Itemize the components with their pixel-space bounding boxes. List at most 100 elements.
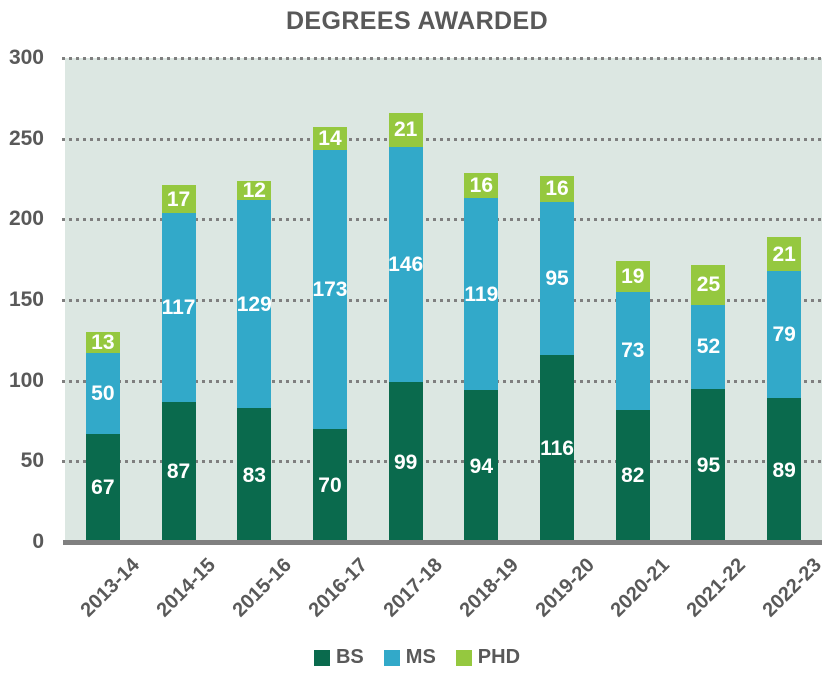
stacked-bar-2013-14: 67 50 13 <box>85 331 120 542</box>
gridline-300 <box>62 57 822 60</box>
segment-phd-2014-15: 17 <box>161 185 196 213</box>
x-tick-label-2021-22: 2021-22 <box>682 554 751 622</box>
x-tick-label-2020-21: 2020-21 <box>606 554 675 622</box>
legend-swatch-phd <box>455 649 472 666</box>
segment-bs-2021-22: 95 <box>691 388 726 542</box>
bar-slot-2017-18: 99 146 21 2017-18 <box>368 58 447 621</box>
x-tick-label-2017-18: 2017-18 <box>379 554 448 622</box>
x-axis-line <box>63 540 822 545</box>
y-tick-label-300: 300 <box>8 46 44 69</box>
stacked-bar-2022-23: 89 79 21 <box>767 237 802 542</box>
bar-slot-2019-20: 116 95 16 2019-20 <box>519 58 599 621</box>
bar-slot-2020-21: 82 73 19 2020-21 <box>595 58 674 621</box>
segment-bs-2014-15: 87 <box>161 401 196 542</box>
bar-slot-2015-16: 83 129 12 2015-16 <box>216 58 295 622</box>
x-tick-label-2013-14: 2013-14 <box>76 554 145 622</box>
segment-value-label: 19 <box>621 265 645 289</box>
segment-phd-2017-18: 21 <box>388 112 423 147</box>
x-tick-label-2016-17: 2016-17 <box>304 554 372 622</box>
segment-value-label: 12 <box>242 178 266 202</box>
legend-item-ms: MS <box>383 646 436 669</box>
segment-value-label: 79 <box>772 323 796 347</box>
legend-label-ms: MS <box>405 646 436 668</box>
segment-value-label: 117 <box>161 295 196 319</box>
x-tick-label-2019-20: 2019-20 <box>531 554 599 622</box>
segment-value-label: 21 <box>772 242 796 266</box>
segment-phd-2020-21: 19 <box>615 261 650 292</box>
segment-value-label: 87 <box>166 460 191 484</box>
segment-bs-2013-14: 67 <box>85 433 120 542</box>
segment-value-label: 129 <box>236 292 272 316</box>
segment-value-label: 99 <box>393 450 418 474</box>
stacked-bar-2015-16: 83 129 12 <box>236 178 272 542</box>
segment-phd-2013-14: 13 <box>85 331 120 355</box>
segment-value-label: 82 <box>621 464 645 488</box>
segment-value-label: 17 <box>166 187 191 211</box>
segment-value-label: 73 <box>621 339 645 363</box>
segment-value-label: 83 <box>242 463 266 487</box>
legend-swatch-bs <box>313 649 330 666</box>
segment-ms-2013-14: 50 <box>85 353 120 434</box>
segment-value-label: 95 <box>545 266 569 290</box>
stacked-bar-2014-15: 87 117 17 <box>161 185 196 542</box>
stacked-bar-2019-20: 116 95 16 <box>540 175 575 542</box>
x-tick-label-2015-16: 2015-16 <box>228 554 296 622</box>
segment-ms-2020-21: 73 <box>615 291 650 410</box>
segment-phd-2015-16: 12 <box>237 178 272 202</box>
segment-value-label: 50 <box>91 382 115 406</box>
legend-label-phd: PHD <box>477 646 521 668</box>
segment-ms-2015-16: 129 <box>236 199 272 409</box>
segment-bs-2022-23: 89 <box>767 398 802 542</box>
y-tick-label-50: 50 <box>20 449 44 473</box>
segment-value-label: 95 <box>696 453 721 477</box>
segment-phd-2016-17: 14 <box>312 127 347 151</box>
segment-value-label: 52 <box>696 335 721 359</box>
segment-phd-2018-19: 16 <box>464 172 499 199</box>
segment-phd-2019-20: 16 <box>540 175 575 202</box>
bar-slot-2021-22: 95 52 25 2021-22 <box>671 58 750 621</box>
segment-ms-2022-23: 79 <box>767 270 802 399</box>
x-tick-label-2022-23: 2022-23 <box>758 554 826 622</box>
y-tick-label-100: 100 <box>8 368 44 392</box>
legend-item-bs: BS <box>313 646 364 669</box>
bar-slot-2013-14: 67 50 13 2013-14 <box>65 58 144 621</box>
segment-ms-2016-17: 173 <box>312 149 347 430</box>
y-tick-label-0: 0 <box>32 530 44 553</box>
stacked-bar-2018-19: 94 119 16 <box>464 172 499 542</box>
plot-area: 67 50 13 2013-14 87 117 17 2014-15 83 129 12 2015-1… <box>62 57 826 622</box>
segment-value-label: 89 <box>772 458 796 482</box>
segment-phd-2021-22: 25 <box>691 264 726 305</box>
segment-value-label: 70 <box>318 474 342 498</box>
segment-value-label: 21 <box>393 118 418 142</box>
bar-slot-2022-23: 89 79 21 2022-23 <box>746 58 826 621</box>
stacked-bar-2020-21: 82 73 19 <box>615 261 650 542</box>
bar-slots: 67 50 13 2013-14 87 117 17 2014-15 83 129 12 2015-1… <box>65 58 826 622</box>
legend-item-phd: PHD <box>455 646 521 669</box>
bar-slot-2016-17: 70 173 14 2016-17 <box>292 58 372 621</box>
segment-bs-2020-21: 82 <box>615 409 650 542</box>
segment-ms-2014-15: 117 <box>161 212 196 402</box>
segment-value-label: 13 <box>91 331 115 355</box>
segment-ms-2021-22: 52 <box>691 304 726 389</box>
stacked-bar-2017-18: 99 146 21 <box>388 112 423 542</box>
segment-bs-2015-16: 83 <box>237 408 272 542</box>
segment-bs-2017-18: 99 <box>388 382 423 542</box>
bar-slot-2018-19: 94 119 16 2018-19 <box>444 58 523 621</box>
segment-phd-2022-23: 21 <box>767 237 802 271</box>
gridline-100 <box>62 380 822 383</box>
segment-bs-2016-17: 70 <box>312 429 347 542</box>
bar-slot-2014-15: 87 117 17 2014-15 <box>141 58 220 621</box>
segment-value-label: 14 <box>318 127 342 151</box>
segment-value-label: 16 <box>469 173 494 197</box>
gridline-150 <box>62 299 822 302</box>
gridline-50 <box>62 460 822 463</box>
segment-bs-2019-20: 116 <box>540 354 575 542</box>
segment-ms-2017-18: 146 <box>388 146 423 383</box>
segment-value-label: 16 <box>545 177 569 201</box>
x-tick-label-2018-19: 2018-19 <box>455 554 523 622</box>
x-tick-label-2014-15: 2014-15 <box>152 554 221 622</box>
y-tick-label-200: 200 <box>8 207 44 231</box>
stacked-bar-2021-22: 95 52 25 <box>691 264 726 542</box>
segment-value-label: 67 <box>91 476 115 500</box>
segment-value-label: 119 <box>464 282 499 306</box>
